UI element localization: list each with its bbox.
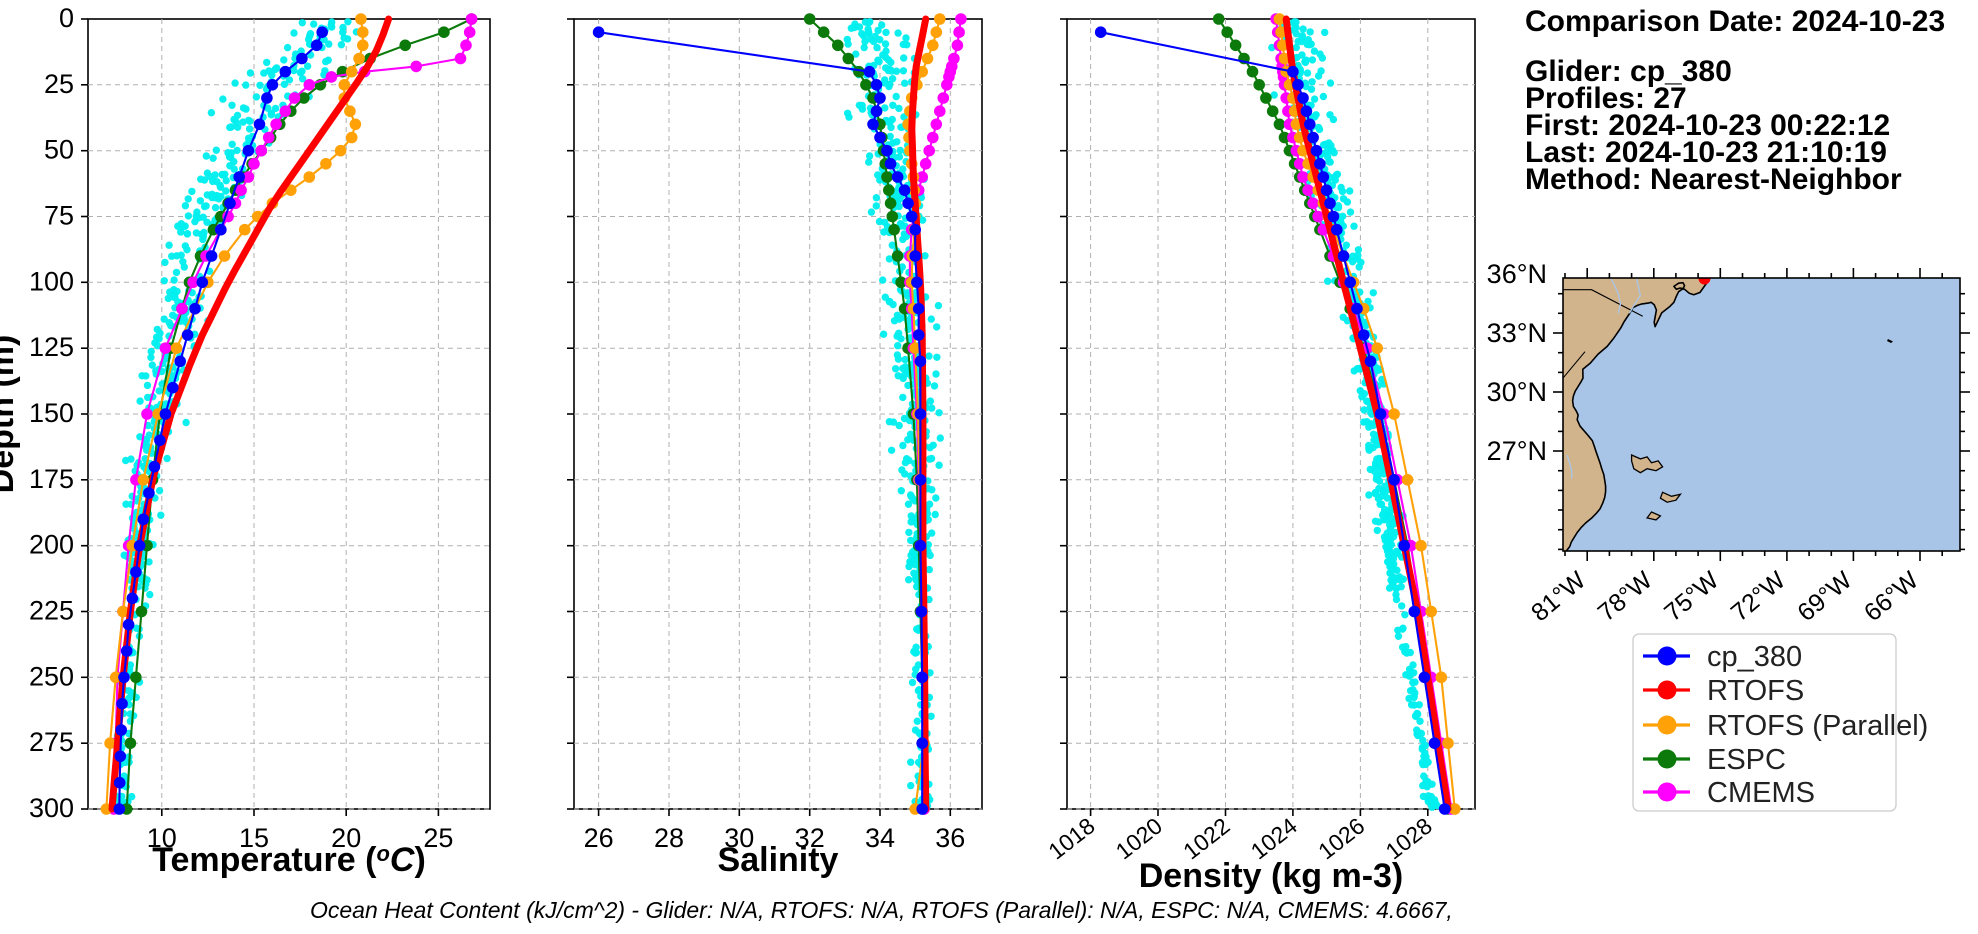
svg-text:150: 150 — [29, 398, 74, 428]
svg-text:Salinity: Salinity — [718, 841, 839, 879]
svg-text:30°N: 30°N — [1487, 377, 1547, 407]
svg-text:36: 36 — [935, 823, 965, 853]
svg-text:250: 250 — [29, 661, 74, 691]
svg-text:100: 100 — [29, 266, 74, 296]
svg-text:36°N: 36°N — [1487, 259, 1547, 289]
svg-text:0: 0 — [59, 3, 74, 33]
svg-text:75: 75 — [44, 201, 74, 231]
svg-text:RTOFS (Parallel): RTOFS (Parallel) — [1707, 710, 1928, 742]
svg-text:28: 28 — [654, 823, 684, 853]
svg-text:275: 275 — [29, 727, 74, 757]
svg-text:25: 25 — [44, 69, 74, 99]
svg-text:Density (kg m-3): Density (kg m-3) — [1139, 857, 1404, 895]
svg-text:200: 200 — [29, 530, 74, 560]
svg-text:34: 34 — [865, 823, 895, 853]
svg-text:25: 25 — [423, 823, 453, 853]
svg-text:27°N: 27°N — [1487, 436, 1547, 466]
svg-text:Depth (m): Depth (m) — [0, 335, 21, 494]
svg-text:300: 300 — [29, 793, 74, 823]
svg-text:CMEMS: CMEMS — [1707, 777, 1815, 809]
svg-text:ESPC: ESPC — [1707, 744, 1786, 776]
svg-text:125: 125 — [29, 332, 74, 362]
svg-text:33°N: 33°N — [1487, 318, 1547, 348]
svg-text:Method: Nearest-Neighbor: Method: Nearest-Neighbor — [1525, 163, 1902, 196]
svg-text:RTOFS: RTOFS — [1707, 675, 1804, 707]
svg-text:225: 225 — [29, 596, 74, 626]
svg-text:Comparison Date: 2024-10-23: Comparison Date: 2024-10-23 — [1525, 5, 1945, 38]
svg-text:cp_380: cp_380 — [1707, 641, 1802, 673]
svg-text:175: 175 — [29, 464, 74, 494]
svg-text:Ocean Heat Content (kJ/cm^2) -: Ocean Heat Content (kJ/cm^2) - Glider: N… — [310, 897, 1453, 923]
svg-text:26: 26 — [584, 823, 614, 853]
svg-text:50: 50 — [44, 135, 74, 165]
